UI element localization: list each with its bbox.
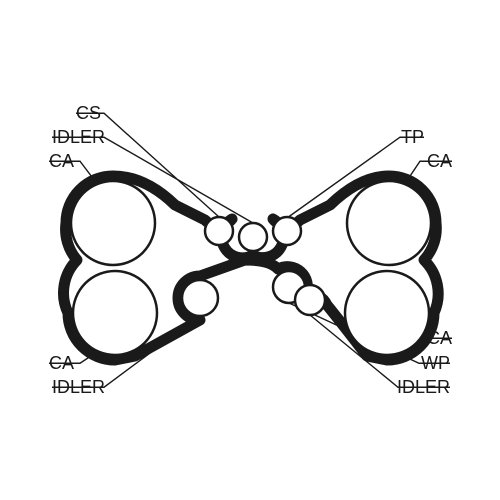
label-cs: CS <box>76 103 101 123</box>
pulley-idler_bl <box>182 280 218 316</box>
label-ca_bl: CA <box>49 353 74 373</box>
pulley-ca_bl <box>73 271 157 355</box>
label-idler_tm: IDLER <box>52 127 105 147</box>
pulley-ca_tl <box>71 181 155 265</box>
pulley-tp <box>273 217 301 245</box>
label-ca_tr: CA <box>427 151 452 171</box>
label-tp: TP <box>401 127 424 147</box>
label-ca_br: CA <box>427 328 452 348</box>
label-idler_bl: IDLER <box>52 377 105 397</box>
label-idler_br: IDLER <box>397 377 450 397</box>
pulley-ca_br <box>345 271 429 355</box>
label-wp: WP <box>421 353 450 373</box>
belt-routing-diagram: CSIDLERCATPCACAIDLERCAWPIDLER <box>0 0 500 500</box>
pulley-ca_tr <box>347 181 431 265</box>
pulley-cs <box>205 217 233 245</box>
pulley-idler_tm <box>239 223 267 251</box>
pulleys-group <box>71 181 431 355</box>
label-ca_tl: CA <box>49 151 74 171</box>
pulley-idler_br <box>295 285 325 315</box>
